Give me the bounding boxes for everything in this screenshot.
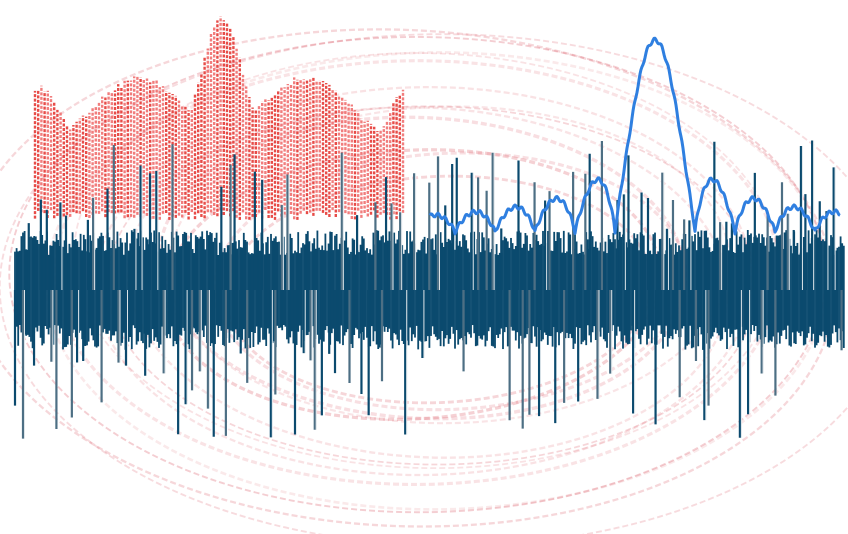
signal-illustration: [0, 0, 848, 534]
page-body: (() => { const data = JSON.parse(documen…: [0, 0, 848, 534]
page: {} html, body { margin: 0; padding: 0; b…: [0, 0, 848, 534]
